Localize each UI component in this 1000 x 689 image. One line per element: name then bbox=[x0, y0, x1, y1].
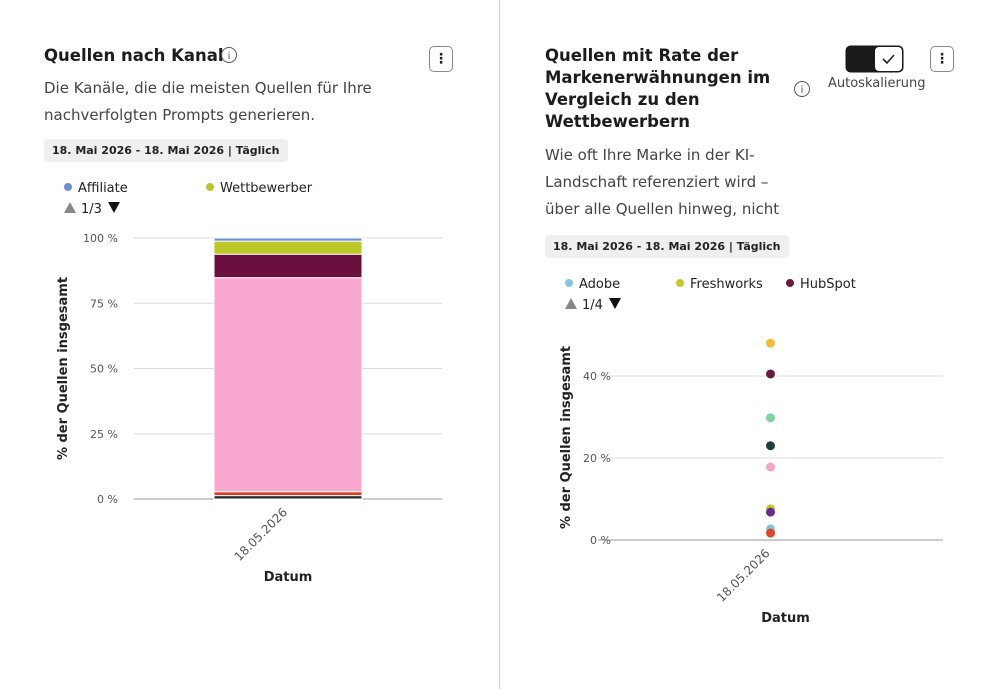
y-axis-title: % der Quellen insgesamt bbox=[559, 346, 574, 529]
legend-next bbox=[609, 298, 621, 309]
info-icon[interactable]: i bbox=[220, 46, 238, 64]
dot bbox=[766, 441, 775, 451]
dot bbox=[766, 507, 775, 517]
date-badge: 18. Mai 2026 - 18. Mai 2026 | Täglich bbox=[44, 139, 288, 162]
legend-prev bbox=[64, 202, 76, 213]
date-badge: 18. Mai 2026 - 18. Mai 2026 | Täglich bbox=[545, 235, 789, 258]
bar-segment bbox=[213, 240, 363, 255]
chart-title: Quellen mit Rate der Markenerwähnungen i… bbox=[545, 46, 771, 131]
legend-label: Affiliate bbox=[78, 181, 128, 196]
chart-subtitle: Die Kanäle, die die meisten Quellen für … bbox=[44, 79, 372, 124]
legend-dot bbox=[565, 279, 573, 287]
legend-dot bbox=[64, 183, 72, 191]
legend-next bbox=[108, 202, 120, 213]
y-tick-label: 40 % bbox=[583, 370, 611, 383]
info-icon[interactable]: i bbox=[793, 80, 811, 98]
chart-title: Quellen nach Kanal bbox=[44, 46, 224, 65]
legend-label: Adobe bbox=[579, 277, 620, 292]
x-axis-title: Datum bbox=[761, 611, 810, 626]
svg-text:i: i bbox=[228, 51, 231, 62]
legend-dot bbox=[676, 279, 684, 287]
bar-segment bbox=[213, 277, 363, 493]
chart-subtitle: Wie oft Ihre Marke in der KI-Landschaft … bbox=[545, 146, 780, 218]
y-tick-label: 20 % bbox=[583, 452, 611, 465]
y-tick-label: 75 % bbox=[90, 297, 118, 310]
y-tick-label: 50 % bbox=[90, 363, 118, 376]
legend-dot bbox=[786, 279, 794, 287]
legend-page: 1/4 bbox=[582, 298, 603, 313]
dot bbox=[766, 528, 775, 538]
legend-page: 1/3 bbox=[81, 202, 102, 217]
dot bbox=[766, 462, 775, 472]
divider bbox=[499, 0, 500, 689]
legend-label: HubSpot bbox=[800, 277, 856, 292]
y-tick-label: 100 % bbox=[83, 232, 118, 245]
toggle[interactable] bbox=[845, 45, 905, 73]
bar-segment bbox=[213, 491, 363, 497]
y-axis-title: % der Quellen insgesamt bbox=[56, 277, 71, 460]
legend-label: Freshworks bbox=[690, 277, 763, 292]
dot bbox=[766, 504, 775, 514]
legend-label: Wettbewerber bbox=[220, 181, 313, 196]
dot bbox=[766, 369, 775, 379]
y-tick-label: 0 % bbox=[590, 534, 611, 547]
legend-prev bbox=[565, 298, 577, 309]
y-tick-label: 25 % bbox=[90, 428, 118, 441]
y-tick-label: 0 % bbox=[97, 493, 118, 506]
x-axis-title: Datum bbox=[264, 570, 313, 585]
bar-segment bbox=[213, 237, 363, 242]
bar-segment bbox=[213, 253, 363, 279]
svg-text:i: i bbox=[801, 85, 804, 96]
dot bbox=[766, 524, 775, 534]
bar-segment bbox=[213, 495, 363, 500]
dot bbox=[766, 413, 775, 423]
menu-button[interactable]: ⋮ bbox=[429, 46, 453, 72]
toggle-label: Autoskalierung bbox=[828, 76, 926, 91]
x-tick-label: 18.05.2026 bbox=[232, 505, 290, 563]
legend-dot bbox=[206, 183, 214, 191]
menu-button[interactable]: ⋮ bbox=[930, 46, 954, 72]
x-tick-label: 18.05.2026 bbox=[714, 546, 772, 604]
dot bbox=[766, 338, 775, 348]
